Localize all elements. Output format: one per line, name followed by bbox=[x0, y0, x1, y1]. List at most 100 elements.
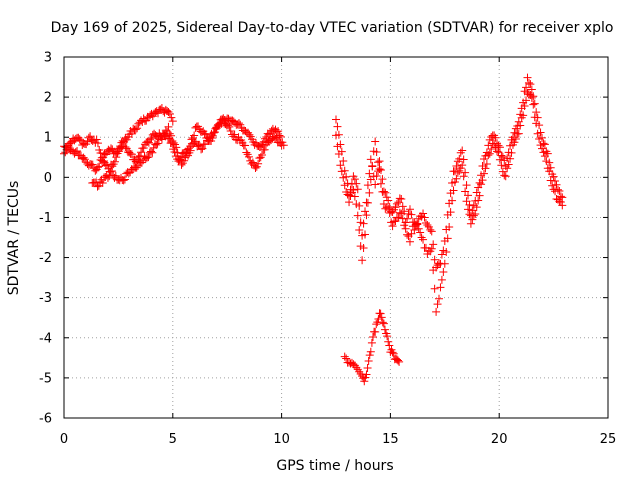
data-point bbox=[475, 191, 484, 200]
data-point bbox=[464, 205, 473, 214]
data-point bbox=[530, 99, 539, 108]
data-point bbox=[384, 196, 393, 205]
data-point bbox=[546, 176, 555, 185]
data-point bbox=[405, 237, 414, 246]
data-point bbox=[377, 313, 386, 322]
x-tick-label: 15 bbox=[382, 432, 399, 447]
data-point bbox=[427, 227, 436, 236]
y-tick-label: -1 bbox=[39, 211, 52, 226]
data-point bbox=[63, 141, 72, 150]
data-point bbox=[461, 168, 470, 177]
data-point bbox=[363, 198, 372, 207]
data-point bbox=[552, 180, 561, 189]
data-point bbox=[530, 113, 539, 122]
data-point bbox=[522, 96, 531, 105]
data-point bbox=[388, 348, 397, 357]
data-point bbox=[122, 144, 131, 153]
data-point bbox=[522, 83, 531, 92]
data-point bbox=[397, 194, 406, 203]
data-point bbox=[355, 226, 364, 235]
data-point bbox=[337, 167, 346, 176]
data-point bbox=[352, 179, 361, 188]
data-point bbox=[400, 221, 409, 230]
series-trace-3 bbox=[88, 115, 286, 191]
data-point bbox=[462, 181, 471, 190]
data-point bbox=[333, 142, 342, 151]
data-point bbox=[334, 150, 343, 159]
x-axis-label: GPS time / hours bbox=[276, 458, 393, 474]
data-point bbox=[93, 182, 102, 191]
data-point bbox=[524, 78, 533, 87]
data-point bbox=[374, 158, 383, 167]
data-point bbox=[361, 230, 370, 239]
data-point bbox=[359, 219, 368, 228]
data-point bbox=[367, 338, 376, 347]
data-point bbox=[198, 144, 207, 153]
data-point bbox=[403, 230, 412, 239]
data-point bbox=[490, 139, 499, 148]
data-point bbox=[395, 194, 404, 203]
data-point bbox=[503, 164, 512, 173]
data-point bbox=[391, 203, 400, 212]
data-point bbox=[364, 357, 373, 366]
data-point bbox=[537, 144, 546, 153]
data-point bbox=[236, 120, 245, 129]
data-point bbox=[368, 333, 377, 342]
data-point bbox=[218, 115, 227, 124]
data-point bbox=[209, 128, 218, 137]
data-point bbox=[461, 187, 470, 196]
data-point bbox=[366, 155, 375, 164]
data-point bbox=[494, 148, 503, 157]
x-tick-label: 20 bbox=[491, 432, 508, 447]
data-point bbox=[378, 187, 387, 196]
data-point bbox=[152, 140, 161, 149]
data-point bbox=[83, 137, 92, 146]
data-point bbox=[462, 197, 471, 206]
data-point bbox=[384, 204, 393, 213]
chart-title: Day 169 of 2025, Sidereal Day-to-day VTE… bbox=[51, 20, 614, 36]
data-point bbox=[436, 283, 445, 292]
data-point bbox=[371, 137, 380, 146]
data-point bbox=[358, 256, 367, 265]
data-point bbox=[382, 203, 391, 212]
data-point bbox=[350, 192, 359, 201]
data-point bbox=[474, 196, 483, 205]
data-point bbox=[107, 144, 116, 153]
data-point bbox=[407, 229, 416, 238]
data-point bbox=[93, 139, 102, 148]
data-point bbox=[272, 133, 281, 142]
data-point bbox=[345, 198, 354, 207]
data-point bbox=[79, 153, 88, 162]
data-point bbox=[440, 259, 449, 268]
data-point bbox=[153, 139, 162, 148]
data-point bbox=[506, 154, 515, 163]
data-point bbox=[121, 142, 130, 151]
data-point bbox=[516, 121, 525, 130]
data-point bbox=[539, 148, 548, 157]
data-point bbox=[165, 109, 174, 118]
data-point bbox=[339, 173, 348, 182]
data-point bbox=[258, 150, 267, 159]
y-tick-label: -6 bbox=[39, 412, 52, 427]
data-point bbox=[507, 148, 516, 157]
y-tick-label: -2 bbox=[39, 251, 52, 266]
data-point bbox=[392, 199, 401, 208]
data-point bbox=[244, 152, 253, 161]
data-point bbox=[423, 221, 432, 230]
data-point bbox=[98, 178, 107, 187]
data-point bbox=[363, 181, 372, 190]
data-point bbox=[453, 168, 462, 177]
plot-frame bbox=[63, 56, 609, 419]
data-point bbox=[332, 131, 340, 140]
data-point bbox=[432, 307, 441, 316]
data-point bbox=[548, 181, 557, 190]
data-point bbox=[208, 134, 217, 143]
data-point bbox=[536, 141, 545, 150]
data-point bbox=[360, 377, 369, 386]
x-tick-label: 25 bbox=[600, 432, 617, 447]
data-point bbox=[371, 327, 380, 336]
data-point bbox=[389, 349, 398, 358]
data-point bbox=[378, 318, 387, 327]
data-point bbox=[379, 319, 388, 328]
data-point bbox=[372, 148, 381, 157]
